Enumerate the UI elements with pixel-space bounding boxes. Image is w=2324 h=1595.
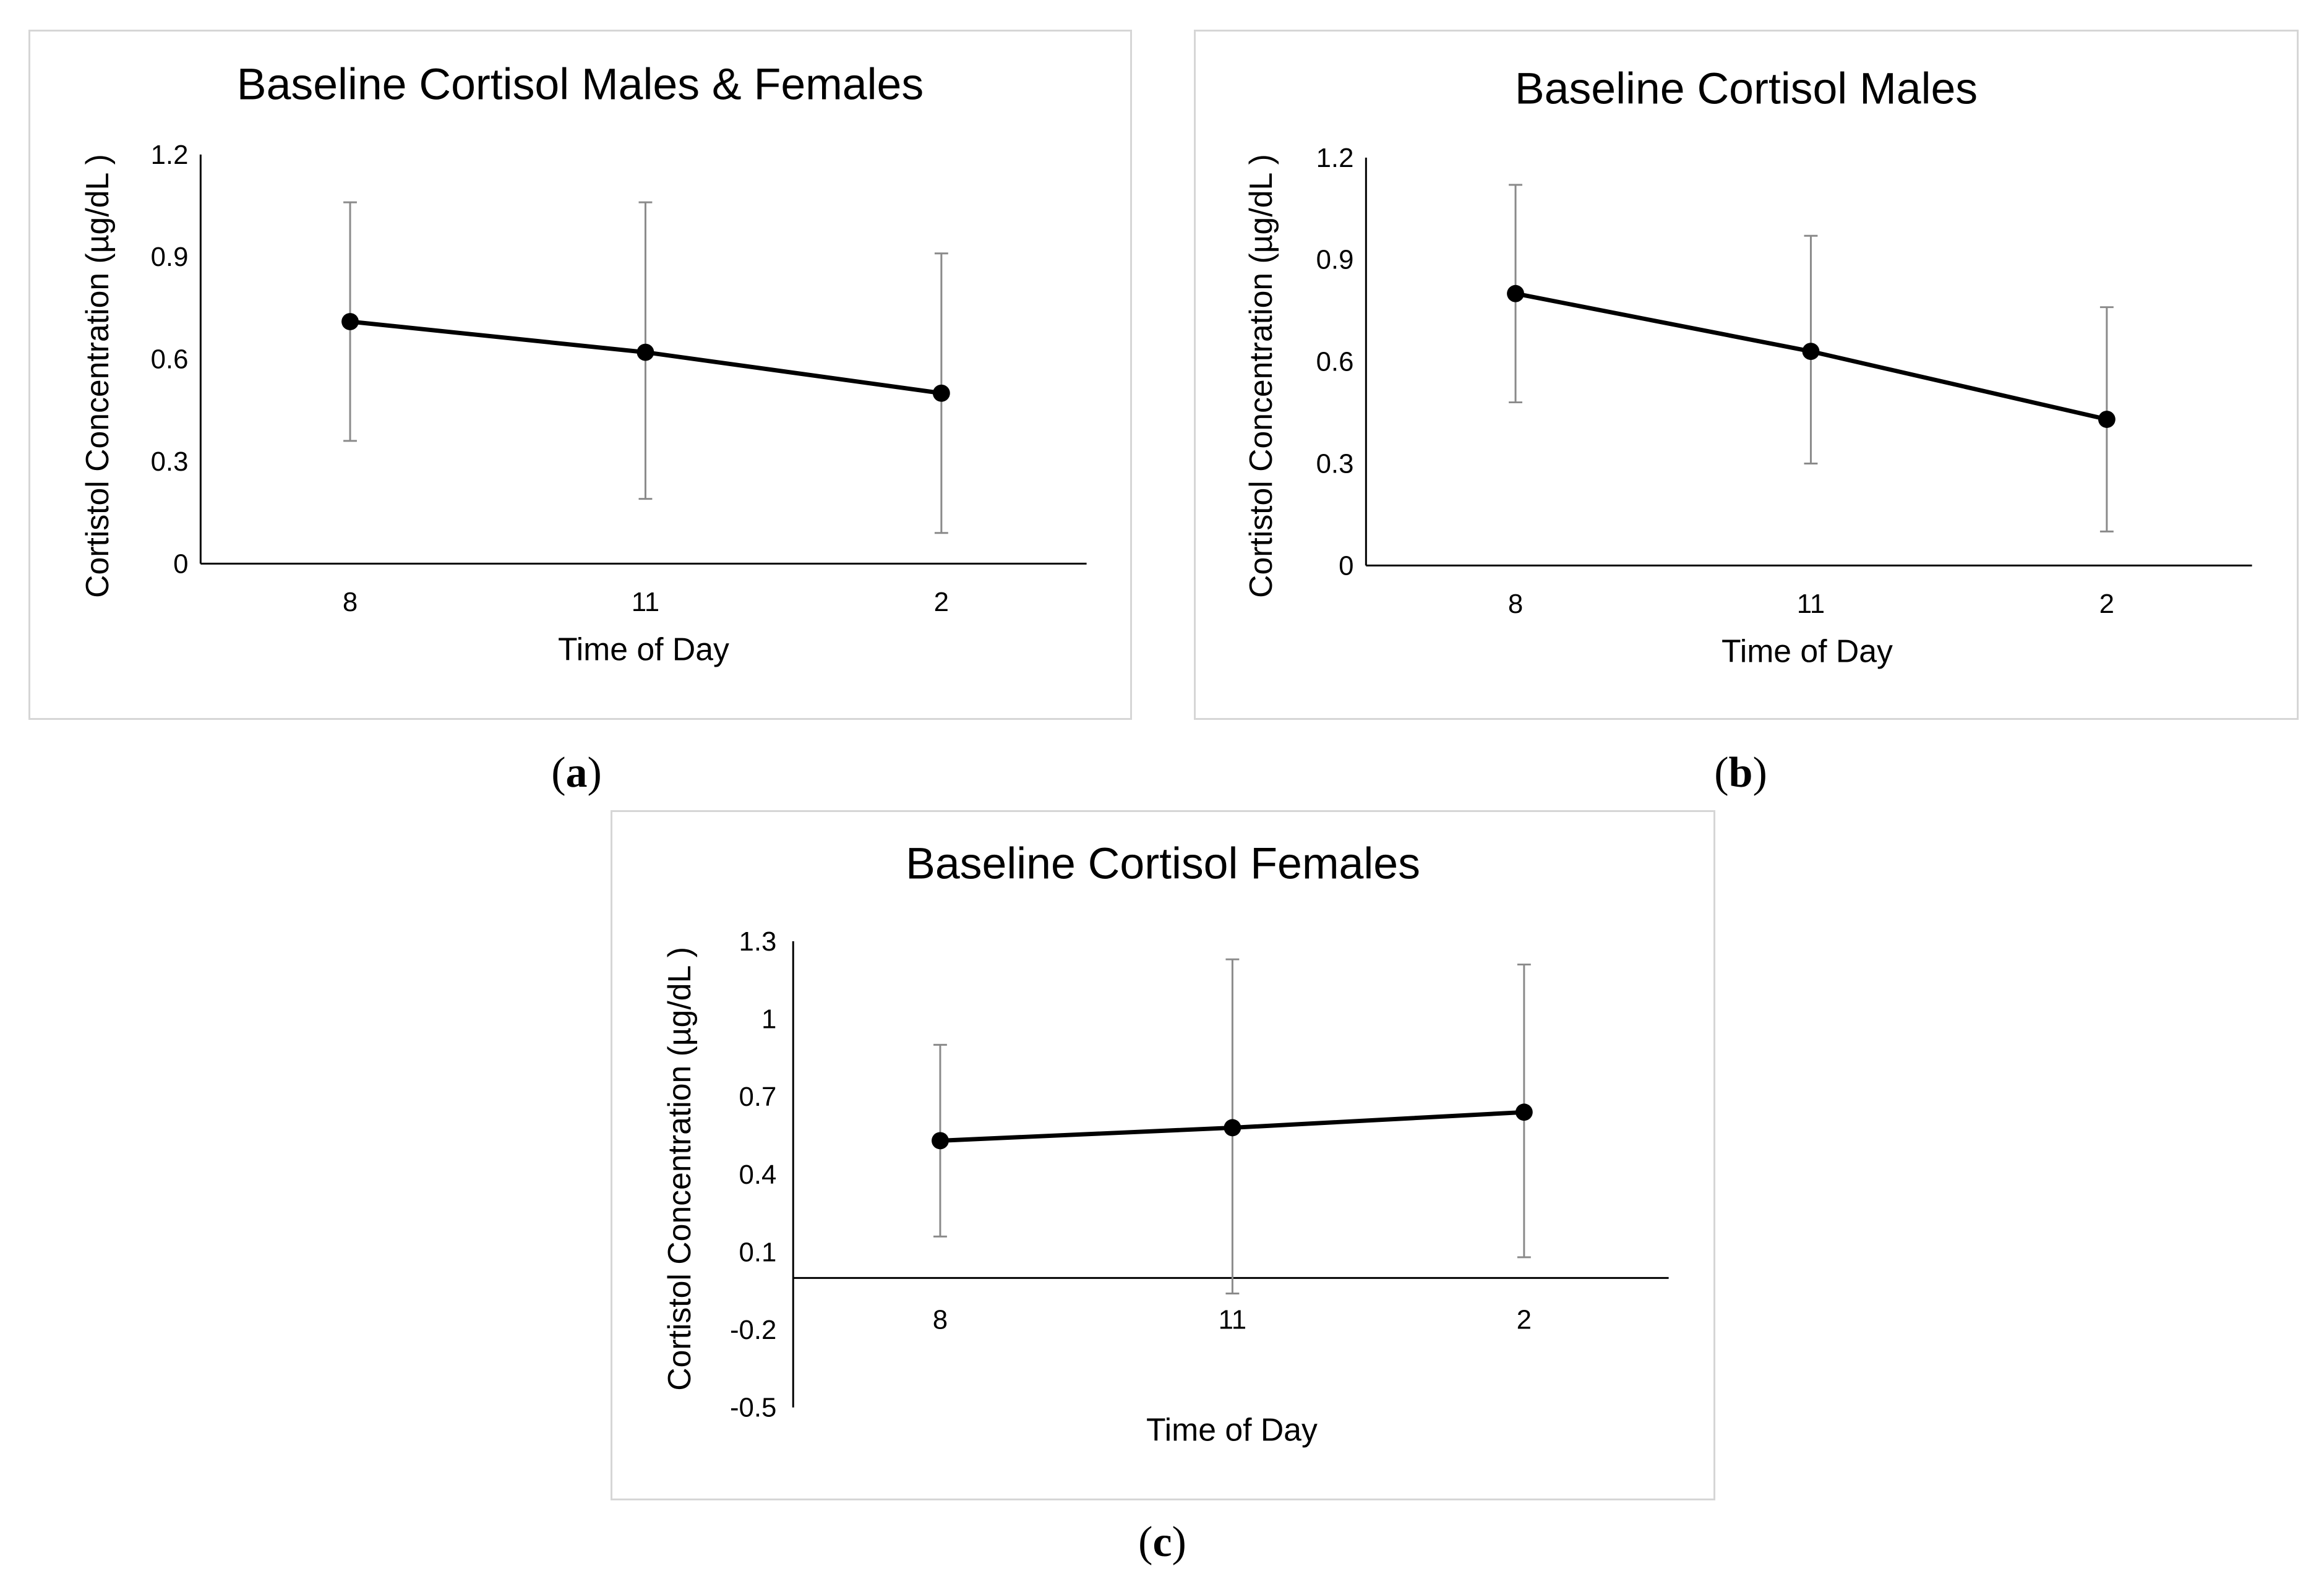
- data-point-b-2: [2098, 411, 2116, 428]
- y-tick-label-a-1: 0.3: [151, 447, 189, 477]
- chart-title-a: Baseline Cortisol Males & Females: [237, 59, 924, 109]
- data-point-a-0: [341, 313, 359, 330]
- data-point-c-2: [1515, 1103, 1533, 1121]
- x-tick-label-c-2: 2: [1517, 1304, 1532, 1335]
- y-tick-label-c-6: 1.3: [739, 926, 777, 957]
- y-tick-label-a-2: 0.6: [151, 344, 189, 375]
- x-tick-label-b-2: 2: [2099, 589, 2114, 619]
- x-tick-label-a-0: 8: [343, 587, 358, 617]
- chart-svg-b: Baseline Cortisol Males Time of Day Cort…: [1243, 64, 2252, 669]
- chart-title-c: Baseline Cortisol Females: [906, 839, 1420, 888]
- x-axis-title-c: Time of Day: [1146, 1412, 1318, 1448]
- y-tick-label-c-2: 0.1: [739, 1237, 777, 1267]
- data-point-c-0: [932, 1132, 949, 1150]
- x-tick-label-b-0: 8: [1508, 589, 1523, 619]
- caption-a: (a): [551, 749, 602, 797]
- plot-layer-b: 0 0.3 0.6 0.9 1.2 8 11 2: [1316, 143, 2252, 619]
- y-axis-title-c: Cortistol Concentration (µg/dL ): [661, 947, 697, 1391]
- caption-letter-c: c: [1152, 1518, 1172, 1566]
- y-tick-label-b-0: 0: [1339, 550, 1353, 581]
- caption-letter-b: b: [1728, 749, 1753, 797]
- data-point-b-0: [1507, 284, 1524, 302]
- y-tick-label-a-4: 1.2: [151, 140, 189, 170]
- chart-panel-b: Baseline Cortisol Males Time of Day Cort…: [1194, 30, 2299, 720]
- data-point-b-1: [1802, 343, 1820, 361]
- y-tick-label-c-4: 0.7: [739, 1082, 777, 1112]
- x-tick-label-c-0: 8: [933, 1304, 948, 1335]
- y-tick-label-a-0: 0: [173, 549, 188, 579]
- caption-c: (c): [1138, 1518, 1186, 1566]
- x-tick-label-b-1: 11: [1797, 589, 1825, 619]
- chart-svg-c: Baseline Cortisol Females Time of Day Co…: [661, 839, 1669, 1448]
- data-point-a-1: [637, 343, 654, 361]
- caption-letter-a: a: [565, 749, 588, 797]
- x-axis-title-b: Time of Day: [1722, 633, 1893, 669]
- chart-panel-c: Baseline Cortisol Females Time of Day Co…: [611, 810, 1715, 1500]
- y-tick-label-c-5: 1: [761, 1004, 776, 1034]
- x-tick-label-c-1: 11: [1219, 1304, 1246, 1335]
- y-tick-label-b-3: 0.9: [1316, 245, 1354, 275]
- data-point-a-2: [932, 384, 950, 402]
- y-tick-label-c-3: 0.4: [739, 1160, 777, 1190]
- y-axis-title-a: Cortistol Concentration (µg/dL ): [79, 154, 115, 598]
- y-tick-label-b-1: 0.3: [1316, 448, 1354, 479]
- data-point-c-1: [1224, 1119, 1241, 1137]
- y-tick-label-c-1: -0.2: [730, 1315, 776, 1345]
- y-tick-label-b-4: 1.2: [1316, 143, 1354, 173]
- caption-b: (b): [1714, 749, 1767, 797]
- x-tick-label-a-2: 2: [934, 587, 949, 617]
- y-tick-label-c-0: -0.5: [730, 1393, 776, 1423]
- y-axis-title-b: Cortistol Concentration (µg/dL ): [1243, 154, 1279, 598]
- chart-panel-a: Baseline Cortisol Males & Females Time o…: [28, 30, 1132, 720]
- plot-layer-a: 0 0.3 0.6 0.9 1.2 8 11 2: [151, 140, 1087, 617]
- chart-svg-a: Baseline Cortisol Males & Females Time o…: [79, 59, 1087, 667]
- plot-layer-c: -0.5 -0.2 0.1 0.4 0.7 1 1.3 8 11 2: [730, 926, 1669, 1423]
- y-tick-label-b-2: 0.6: [1316, 347, 1354, 377]
- x-axis-title-a: Time of Day: [558, 631, 729, 667]
- y-tick-label-a-3: 0.9: [151, 242, 189, 272]
- x-tick-label-a-1: 11: [632, 587, 659, 617]
- chart-title-b: Baseline Cortisol Males: [1515, 64, 1978, 113]
